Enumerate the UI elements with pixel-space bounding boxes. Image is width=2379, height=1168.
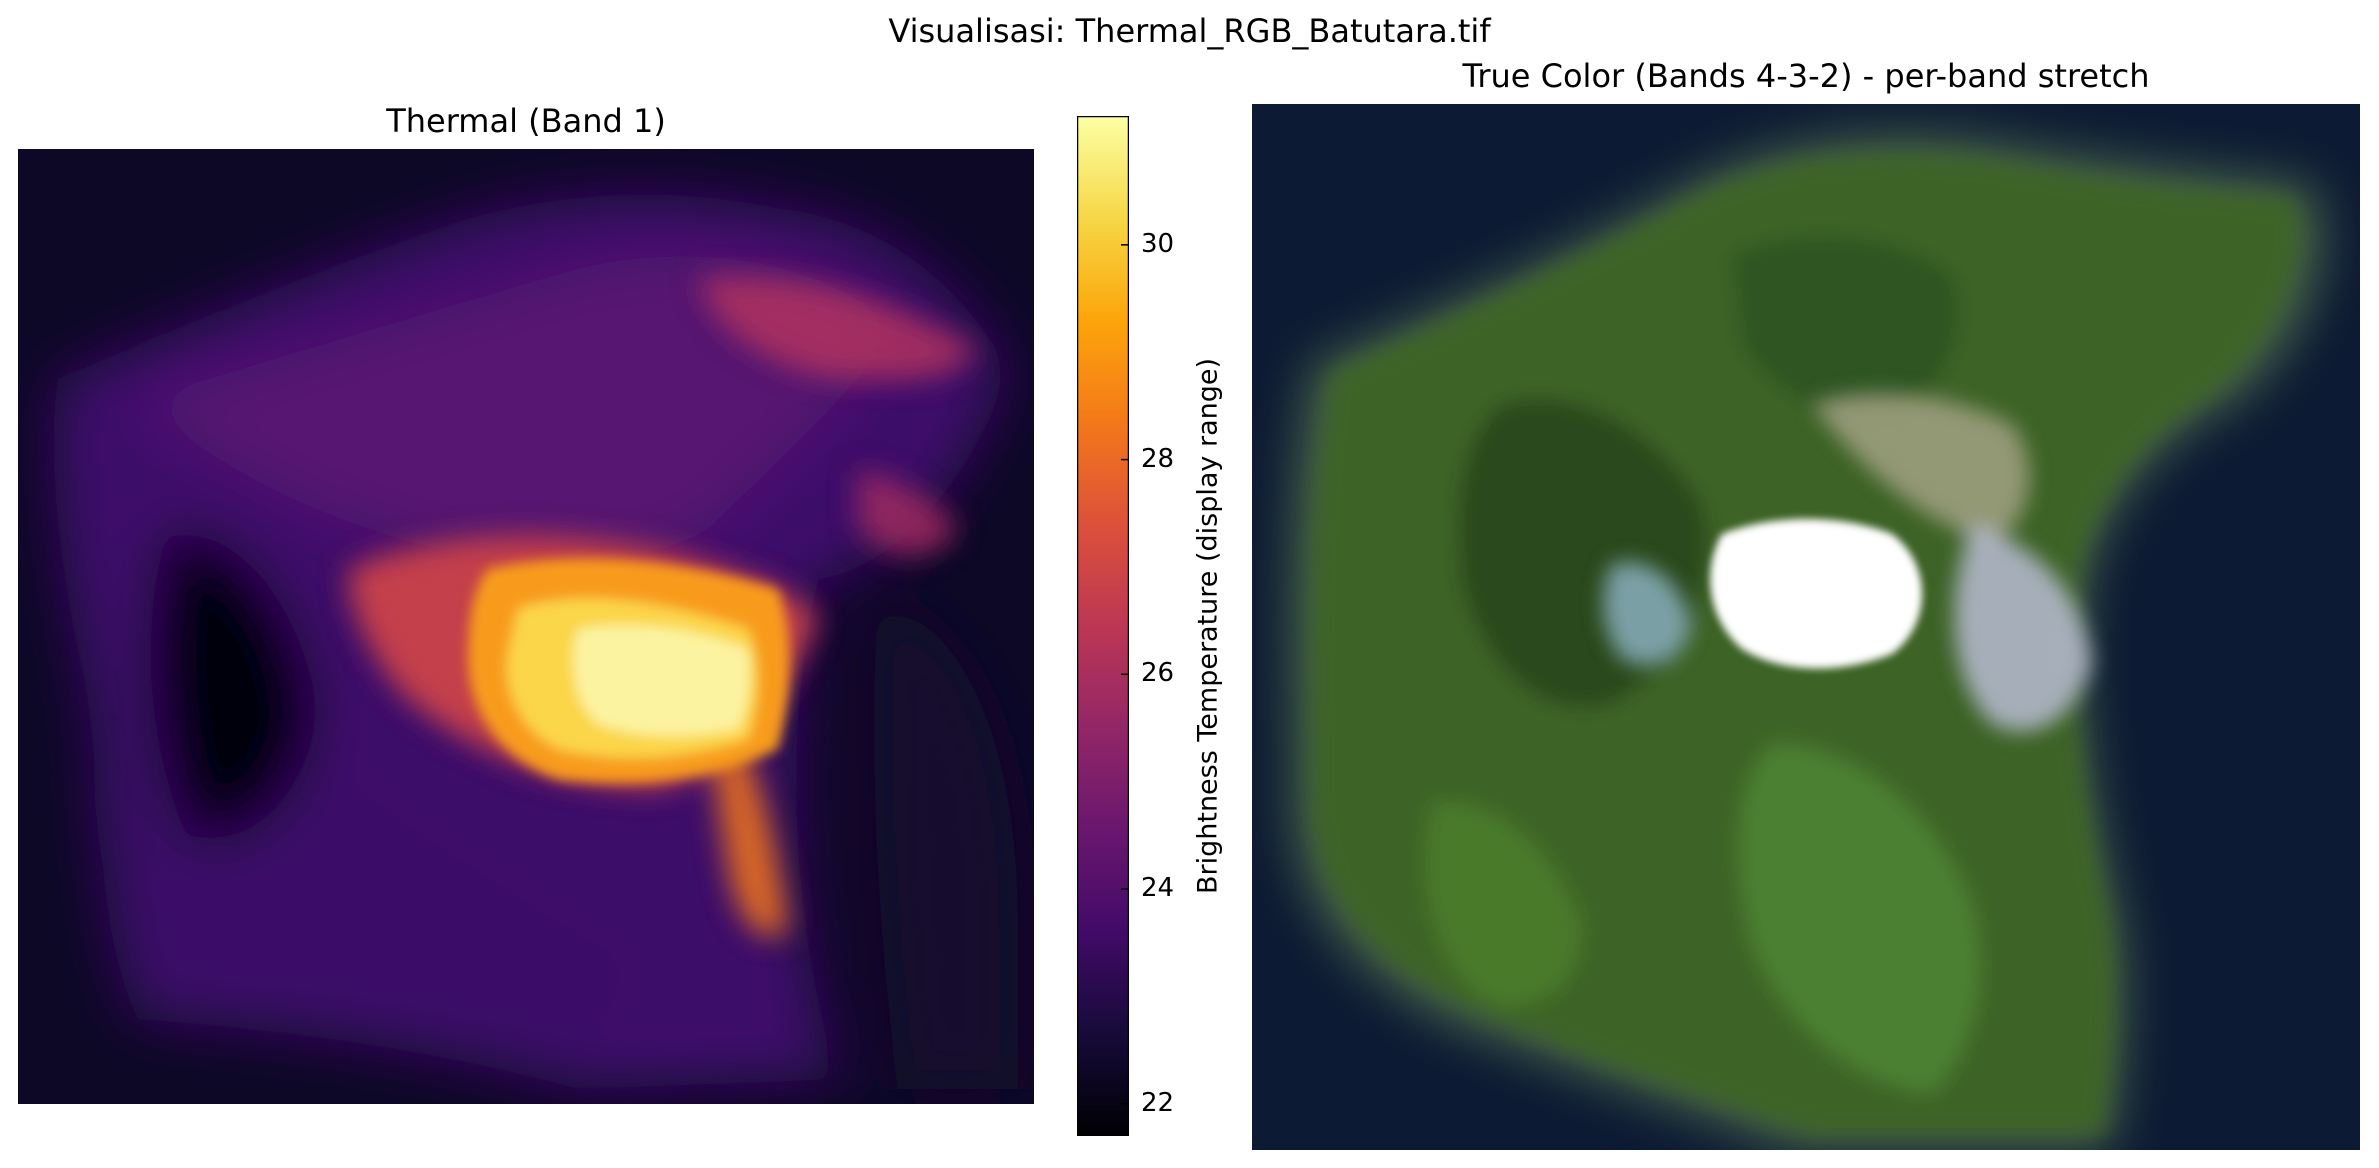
thermal-heatmap <box>18 149 1034 1104</box>
figure-suptitle: Visualisasi: Thermal_RGB_Batutara.tif <box>888 12 1491 50</box>
colorbar <box>1077 116 1129 1136</box>
colorbar-tick-label: 24 <box>1141 873 1175 904</box>
colorbar-tick-label: 30 <box>1141 228 1175 259</box>
thermal-panel-title: Thermal (Band 1) <box>386 102 666 140</box>
colorbar-tick-label: 22 <box>1141 1087 1175 1118</box>
truecolor-image <box>1252 104 2360 1150</box>
colorbar-tick-label: 26 <box>1141 658 1175 689</box>
colorbar-tick-label: 28 <box>1141 443 1175 474</box>
colorbar-label: Brightness Temperature (display range) <box>1192 357 1224 895</box>
truecolor-panel-title: True Color (Bands 4-3-2) - per-band stre… <box>1462 57 2150 95</box>
